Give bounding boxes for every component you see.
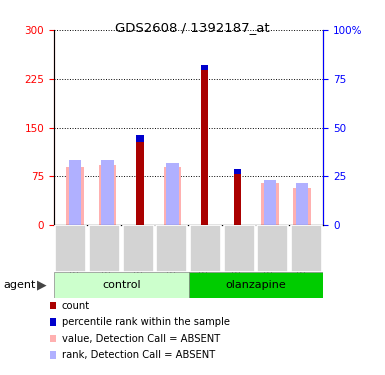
Text: agent: agent xyxy=(4,280,36,290)
Bar xyxy=(54,272,189,298)
Bar xyxy=(189,272,323,298)
Bar xyxy=(201,65,208,70)
Bar xyxy=(291,225,322,272)
Bar xyxy=(101,160,114,225)
Bar xyxy=(257,225,288,272)
Bar xyxy=(190,225,221,272)
Bar xyxy=(234,174,241,225)
Bar xyxy=(264,180,276,225)
Bar xyxy=(66,166,84,225)
Bar xyxy=(296,183,308,225)
Bar xyxy=(201,70,208,225)
Bar xyxy=(224,225,255,272)
Text: olanzapine: olanzapine xyxy=(226,280,286,290)
Bar xyxy=(234,169,241,174)
Bar xyxy=(55,225,86,272)
Bar xyxy=(164,166,181,225)
Text: count: count xyxy=(62,301,90,310)
Bar xyxy=(166,163,179,225)
Text: control: control xyxy=(102,280,141,290)
Text: value, Detection Call = ABSENT: value, Detection Call = ABSENT xyxy=(62,334,220,344)
Bar xyxy=(136,135,144,142)
Text: percentile rank within the sample: percentile rank within the sample xyxy=(62,317,229,327)
Text: GDS2608 / 1392187_at: GDS2608 / 1392187_at xyxy=(115,21,270,34)
Text: rank, Detection Call = ABSENT: rank, Detection Call = ABSENT xyxy=(62,350,215,360)
Text: ▶: ▶ xyxy=(37,279,46,291)
Bar xyxy=(89,225,120,272)
Bar xyxy=(293,188,311,225)
Bar xyxy=(69,160,81,225)
Bar xyxy=(136,142,144,225)
Bar xyxy=(99,165,116,225)
Bar xyxy=(122,225,154,272)
Bar xyxy=(261,183,279,225)
Bar xyxy=(156,225,187,272)
